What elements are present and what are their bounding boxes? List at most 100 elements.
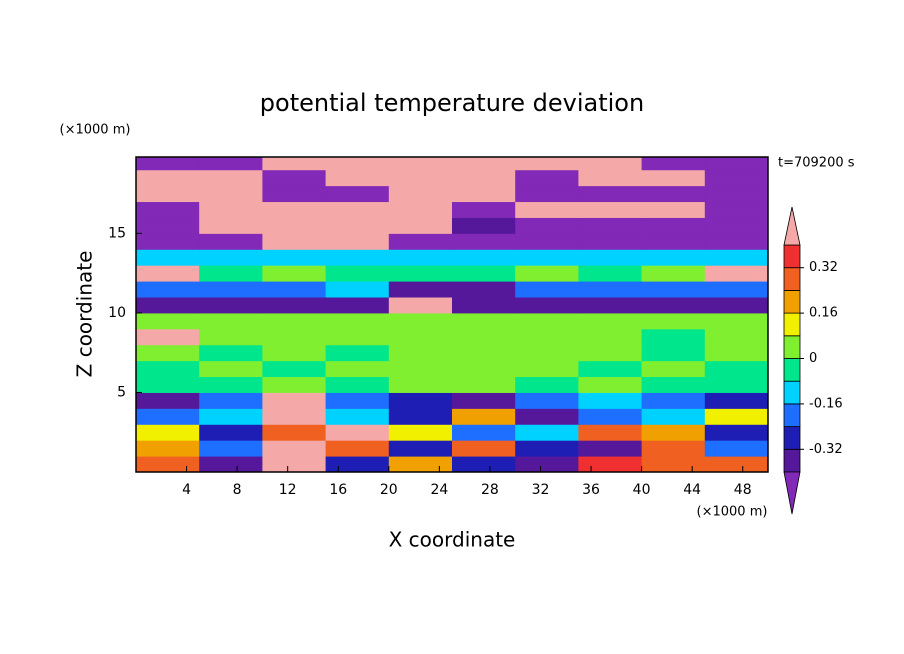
x-tick-label: 32 [532,482,550,498]
field-cell [199,392,263,409]
colorbar-tick-label: 0.32 [809,260,838,275]
field-cell [388,265,453,282]
field-cell [578,360,643,378]
field-cell [515,312,579,330]
field-cell [578,201,643,218]
field-cell [704,344,769,362]
field-cell [199,456,263,473]
field-cell [578,376,643,393]
x-tick-label: 4 [182,482,191,498]
field-cell [136,440,200,457]
field-cell [262,157,327,171]
field-cell [136,281,200,298]
field-cell [262,201,327,218]
field-cell [515,169,579,187]
colorbar-segment [783,312,801,337]
colorbar-segment [783,289,801,314]
field-cell [325,344,390,362]
field-cell [578,392,643,409]
colorbar-under [783,471,801,515]
field-cell [262,217,327,234]
field-cell [704,328,769,346]
field-cell [199,376,263,393]
field-cell [136,217,200,234]
field-cell [325,312,390,330]
field-cell [136,297,200,314]
field-cell [325,185,390,203]
field-cell [199,233,263,250]
colorbar-segment [783,403,801,427]
field-cell [262,440,327,457]
field-cell [452,201,516,218]
field-cell [199,217,263,234]
colorbar-segment [783,358,801,382]
field-cell [704,157,769,171]
field-cell [578,157,643,171]
field-cell [515,328,579,346]
time-annotation: t=709200 s [778,156,855,171]
field-cell [452,408,516,425]
field-cell [578,408,643,425]
field-cell [262,392,327,409]
field-cell [199,185,263,203]
field-cell [704,440,769,457]
field-cell [515,392,579,409]
field-cell [452,233,516,250]
field-cell [704,169,769,187]
field-cell [136,328,200,346]
field-cell [704,185,769,203]
field-cell [388,297,453,314]
field-cell [452,376,516,393]
field-cell [199,408,263,425]
field-cell [641,201,706,218]
y-tick-label: 5 [117,384,126,400]
field-cell [452,328,516,346]
field-cell [578,169,643,187]
field-cell [199,344,263,362]
field-cell [641,392,706,409]
field-cell [641,456,706,473]
field-cell [199,281,263,298]
field-cell [262,169,327,187]
field-cell [704,312,769,330]
colorbar-over [783,206,801,246]
x-unit: (×1000 m) [697,505,768,520]
field-cell [199,312,263,330]
field-cell [325,217,390,234]
field-cell [452,440,516,457]
y-unit: (×1000 m) [60,123,131,138]
field-cell [136,360,200,378]
colorbar-tick-label: 0 [809,351,817,366]
field-cell [515,249,579,266]
field-cell [452,344,516,362]
field-cell [388,424,453,441]
field-cell [641,328,706,346]
field-cell [515,185,579,203]
colorbar-tick-label: 0.16 [809,306,838,321]
field-cell [515,233,579,250]
colorbar-segment [783,448,801,473]
field-cell [262,265,327,282]
field-cell [452,265,516,282]
field-cell [452,297,516,314]
field-cell [704,201,769,218]
field-cell [325,281,390,298]
field-cell [704,408,769,425]
field-cell [704,376,769,393]
field-cell [199,424,263,441]
field-cell [136,392,200,409]
field-cell [388,328,453,346]
field-cell [262,456,327,473]
field-cell [704,281,769,298]
field-cell [325,408,390,425]
field-cell [641,408,706,425]
field-cell [136,408,200,425]
field-cell [578,217,643,234]
field-cell [452,312,516,330]
field-cell [262,185,327,203]
field-cell [136,456,200,473]
field-cell [515,408,579,425]
field-cell [325,456,390,473]
field-cell [262,344,327,362]
